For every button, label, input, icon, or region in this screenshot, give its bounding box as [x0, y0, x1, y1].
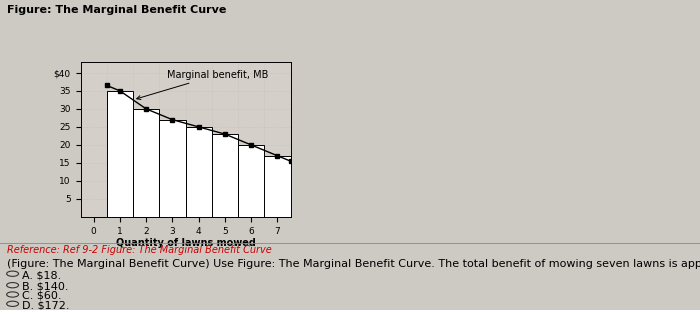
Bar: [106, 91, 133, 217]
Text: Reference: Ref 9-2 Figure: The Marginal Benefit Curve: Reference: Ref 9-2 Figure: The Marginal …: [7, 245, 272, 255]
Text: C. $60.: C. $60.: [22, 291, 62, 301]
Bar: [265, 156, 290, 217]
Bar: [133, 109, 160, 217]
Text: Marginal benefit, MB: Marginal benefit, MB: [136, 70, 269, 100]
Text: B. $140.: B. $140.: [22, 281, 69, 291]
X-axis label: Quantity of lawns mowed: Quantity of lawns mowed: [116, 238, 256, 249]
Text: Figure: The Marginal Benefit Curve: Figure: The Marginal Benefit Curve: [7, 5, 226, 15]
Text: D. $172.: D. $172.: [22, 300, 70, 310]
Bar: [160, 120, 186, 217]
Text: A. $18.: A. $18.: [22, 270, 62, 280]
Bar: [211, 134, 238, 217]
Text: (Figure: The Marginal Benefit Curve) Use Figure: The Marginal Benefit Curve. The: (Figure: The Marginal Benefit Curve) Use…: [7, 259, 700, 269]
Bar: [186, 127, 211, 217]
Bar: [238, 145, 265, 217]
